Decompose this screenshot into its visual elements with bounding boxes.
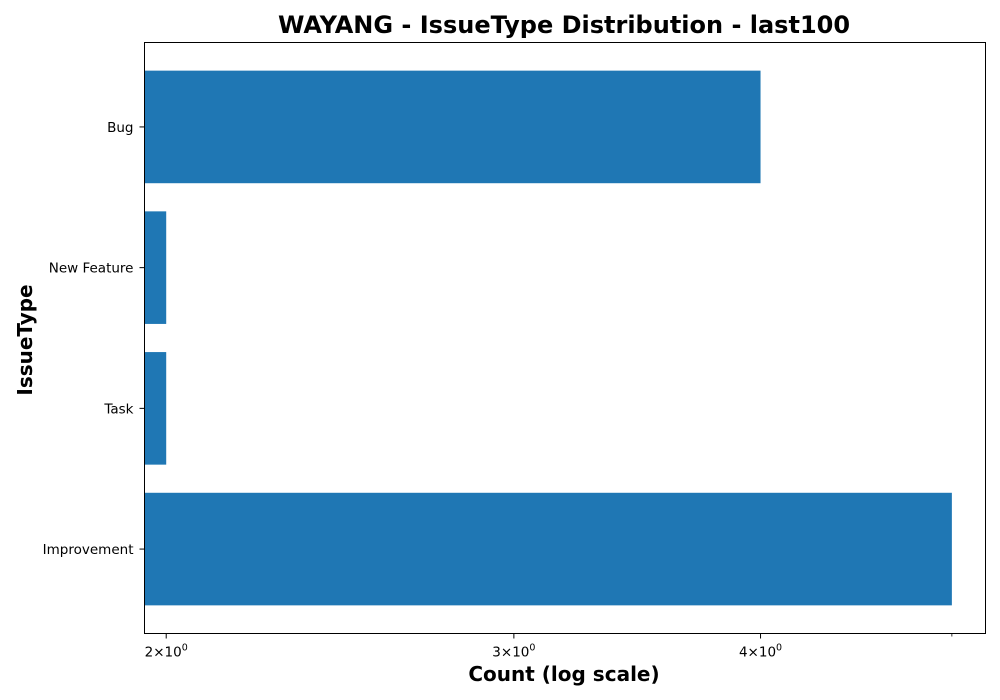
plot-frame	[144, 42, 986, 634]
y-axis-label: IssueType	[13, 284, 37, 395]
y-tick-label-task: Task	[103, 401, 133, 417]
y-tick-label-new-feature: New Feature	[49, 261, 134, 277]
x-tick-label-2: 2×100	[145, 643, 188, 661]
axis-ticks: Bug New Feature Task Improvement 2×100 3×100 4…	[43, 120, 953, 661]
y-tick-label-bug: Bug	[107, 120, 133, 136]
bar-improvement	[144, 492, 952, 606]
x-tick-label-4: 4×100	[739, 643, 782, 661]
bar-new-feature	[144, 211, 167, 324]
y-tick-label-improvement: Improvement	[43, 542, 134, 558]
chart-title: WAYANG - IssueType Distribution - last10…	[278, 11, 850, 39]
bar-bug	[144, 70, 761, 184]
x-axis-label: Count (log scale)	[468, 662, 659, 686]
bars	[144, 70, 952, 606]
bar-task	[144, 352, 167, 465]
x-tick-label-3: 3×100	[492, 643, 535, 661]
